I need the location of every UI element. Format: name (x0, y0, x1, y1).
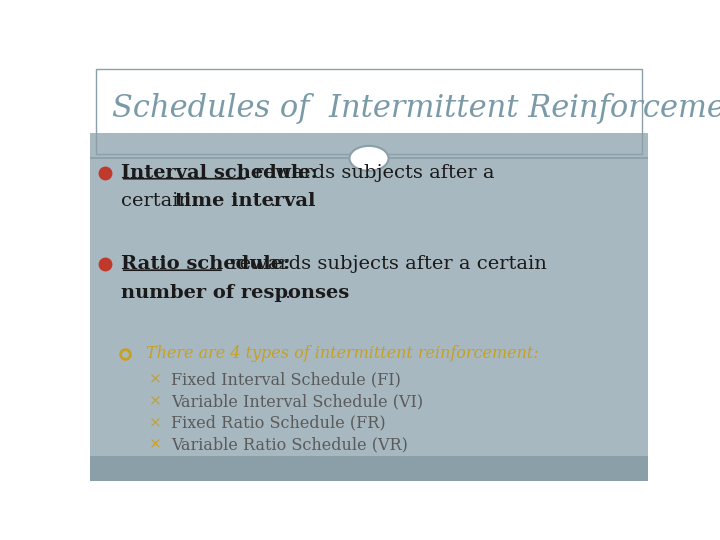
FancyBboxPatch shape (90, 65, 648, 158)
Text: .: . (269, 192, 275, 210)
Text: rewards subjects after a: rewards subjects after a (248, 164, 495, 182)
Ellipse shape (349, 146, 389, 171)
Text: rewards subjects after a certain: rewards subjects after a certain (224, 255, 546, 273)
Text: ×: × (149, 416, 162, 430)
FancyBboxPatch shape (90, 133, 648, 456)
Text: .: . (284, 284, 290, 302)
Text: Ratio schedule:: Ratio schedule: (121, 255, 290, 273)
Text: number of responses: number of responses (121, 284, 349, 302)
Text: ×: × (149, 438, 162, 452)
Text: Fixed Ratio Schedule (FR): Fixed Ratio Schedule (FR) (171, 415, 385, 431)
Text: ×: × (149, 373, 162, 387)
Text: Variable Ratio Schedule (VR): Variable Ratio Schedule (VR) (171, 436, 408, 454)
Text: Variable Interval Schedule (VI): Variable Interval Schedule (VI) (171, 393, 423, 410)
Text: Schedules of  Intermittent Reinforcement: Schedules of Intermittent Reinforcement (112, 93, 720, 124)
Text: Fixed Interval Schedule (FI): Fixed Interval Schedule (FI) (171, 372, 401, 388)
FancyBboxPatch shape (90, 456, 648, 481)
Text: There are 4 types of intermittent reinforcement:: There are 4 types of intermittent reinfo… (145, 345, 539, 362)
Text: certain: certain (121, 192, 197, 210)
Text: ×: × (149, 395, 162, 409)
Text: Interval schedule:: Interval schedule: (121, 164, 318, 182)
Text: time interval: time interval (176, 192, 316, 210)
